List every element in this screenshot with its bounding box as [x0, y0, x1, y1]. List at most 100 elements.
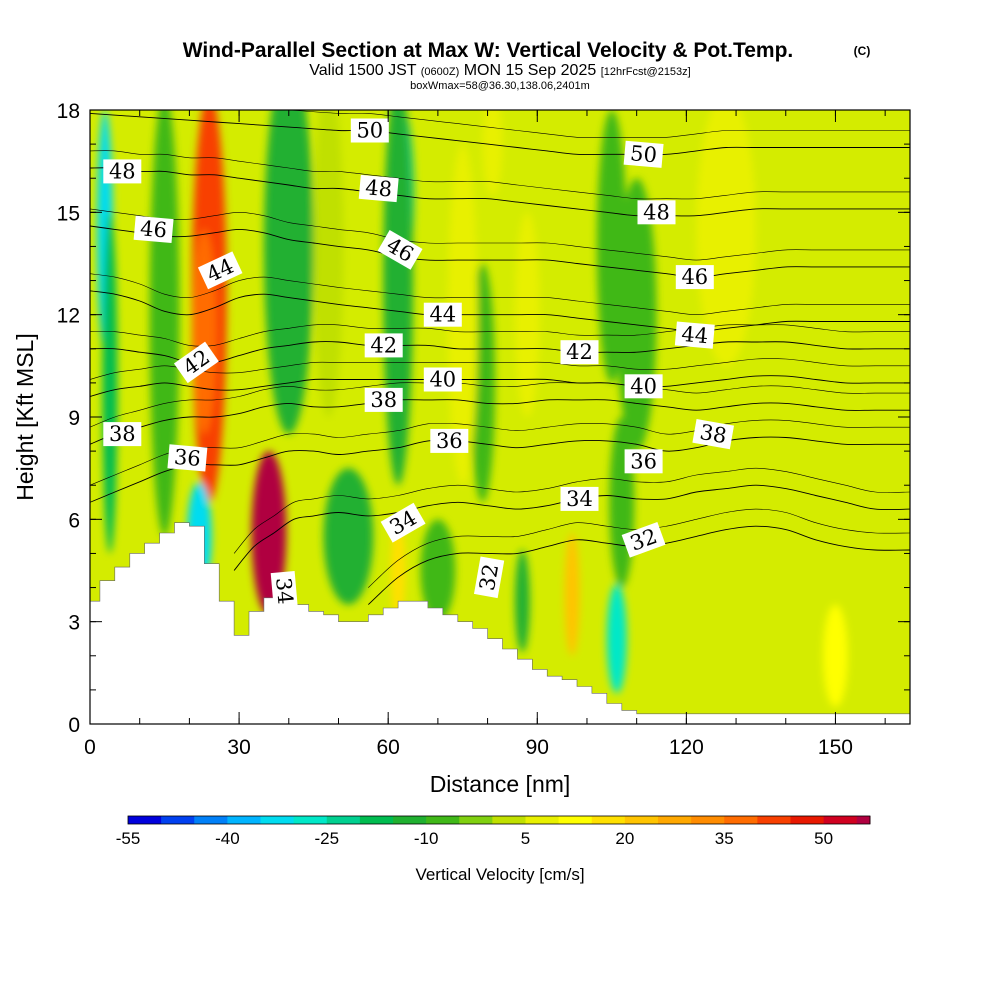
contour-label-box — [430, 428, 469, 453]
colorbar-swatch-2 — [194, 816, 228, 824]
y-tick-label: 18 — [57, 100, 80, 123]
x-tick-label: 150 — [818, 736, 853, 759]
contour-label-box — [423, 302, 462, 327]
contour-label-text: 38 — [109, 422, 136, 446]
colorbar-swatch-11 — [492, 816, 526, 824]
contour-label-text: 44 — [680, 322, 709, 348]
velocity-cell-15 — [606, 584, 627, 694]
isentrope-minor-46 — [90, 208, 910, 261]
colorbar-swatch-6 — [326, 816, 361, 824]
velocity-cell-8 — [263, 110, 314, 434]
contour-label-20: 44 — [674, 321, 715, 349]
contour-label-18: 48 — [637, 200, 676, 225]
contour-label-12: 46 — [133, 215, 174, 244]
contour-label-25: 34 — [560, 486, 599, 511]
colorbar-swatch-19 — [757, 816, 791, 824]
subtitle-valid: Valid 1500 JST — [309, 62, 420, 79]
velocity-cell-19 — [313, 110, 344, 417]
contour-label-text: 46 — [681, 265, 708, 289]
colorbar-swatch-16 — [658, 816, 692, 824]
contour-label-14: 42 — [173, 341, 219, 384]
contour-label-11: 48 — [103, 159, 142, 184]
contour-label-7: 36 — [430, 428, 469, 453]
contour-label-9: 32 — [473, 556, 505, 599]
terrain — [90, 522, 910, 724]
contour-label-19: 46 — [675, 265, 714, 290]
contour-labels: 5048464442403836343234484644423836504846… — [103, 118, 734, 611]
velocity-cell-14 — [514, 550, 530, 653]
contour-label-box — [473, 556, 505, 599]
contour-label-text: 38 — [698, 420, 728, 448]
contour-label-box — [423, 367, 462, 392]
colorbar: -55 -40 -25 -10 5 20 35 50 — [116, 815, 871, 848]
contour-label-box — [674, 321, 715, 349]
isentrope-minor-48 — [90, 150, 910, 200]
colorbar-label: Vertical Velocity [cm/s] — [415, 865, 584, 884]
contour-label-text: 40 — [630, 374, 657, 398]
velocity-cell-3 — [257, 485, 280, 581]
isentrope-minor-44 — [90, 273, 910, 316]
isentrope-34 — [233, 484, 910, 571]
chart-title: Wind-Parallel Section at Max W: Vertical… — [183, 39, 794, 62]
contour-label-box — [358, 174, 399, 203]
contour-label-box — [364, 333, 403, 358]
contour-label-6: 38 — [364, 387, 403, 412]
colorbar-tick-label: -55 — [116, 829, 141, 848]
contour-label-box — [621, 522, 666, 558]
x-tick-label: 30 — [227, 736, 250, 759]
colorbar-swatch-9 — [426, 816, 460, 824]
colorbar-tick-label: 5 — [521, 829, 530, 848]
colorbar-tick-label: 20 — [615, 829, 634, 848]
velocity-cell-6 — [102, 212, 118, 554]
contour-label-23: 38 — [692, 418, 734, 450]
contour-label-text: 40 — [429, 368, 456, 392]
x-tick-label: 60 — [377, 736, 400, 759]
velocity-cell-22 — [482, 110, 503, 196]
contour-label-box — [675, 265, 714, 290]
isentrope-minor-50 — [284, 110, 910, 138]
colorbar-tick-label: -10 — [414, 829, 439, 848]
isentrope-minor-38 — [90, 382, 910, 428]
colorbar-swatch-4 — [260, 816, 295, 824]
y-tick-label: 6 — [68, 509, 80, 532]
colorbar-tick-label: -40 — [215, 829, 240, 848]
contour-label-3: 44 — [423, 302, 462, 327]
isentrope-40 — [90, 375, 910, 397]
subtitle-forecast: [12hrFcst@2153z] — [601, 66, 691, 78]
y-tick-label: 0 — [68, 714, 80, 737]
colorbar-tick-label: -25 — [314, 829, 339, 848]
contour-label-text: 50 — [356, 119, 383, 143]
colorbar-swatch-7 — [359, 816, 394, 824]
colorbar-swatch-5 — [293, 816, 328, 824]
contour-label-box — [350, 118, 389, 143]
colorbar-swatch-18 — [724, 816, 758, 824]
contour-label-text: 42 — [566, 340, 593, 364]
colorbar-swatch-17 — [691, 816, 725, 824]
isentrope-50 — [90, 112, 910, 156]
colorbar-swatch-10 — [459, 816, 493, 824]
contour-label-box — [103, 159, 142, 184]
vertical-velocity-field — [90, 110, 910, 724]
velocity-cell-21 — [564, 532, 580, 656]
contour-label-1: 48 — [358, 174, 399, 203]
contour-label-13: 44 — [197, 251, 243, 290]
contour-label-24: 36 — [624, 449, 663, 474]
contour-label-26: 32 — [621, 522, 666, 558]
contour-label-text: 36 — [173, 445, 202, 471]
contour-label-box — [380, 502, 426, 543]
colorbar-swatch-12 — [525, 816, 560, 824]
contour-label-text: 46 — [139, 216, 168, 242]
contour-label-box — [167, 444, 208, 472]
chart-subtitle-box: boxWmax=58@36.30,138.06,2401m — [410, 80, 590, 92]
contour-label-text: 48 — [109, 159, 136, 183]
contour-label-22: 40 — [624, 374, 663, 399]
colorbar-swatch-0 — [128, 816, 162, 824]
contour-label-text: 36 — [436, 429, 463, 453]
contour-label-0: 50 — [350, 118, 389, 143]
colorbar-swatch-20 — [790, 816, 825, 824]
contour-label-text: 42 — [370, 333, 397, 357]
y-tick-label: 3 — [68, 612, 80, 635]
colorbar-tick-label: 50 — [814, 829, 833, 848]
contour-label-text: 32 — [475, 562, 503, 592]
